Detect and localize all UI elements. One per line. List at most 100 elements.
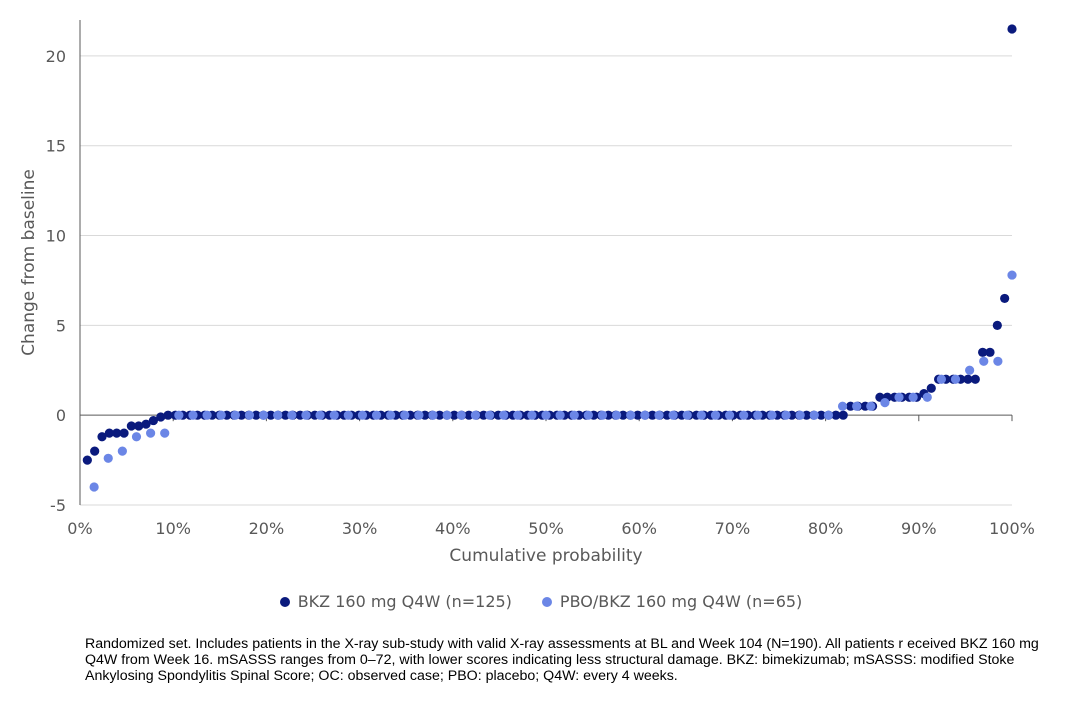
point-pbo <box>908 392 918 402</box>
point-bkz <box>985 347 995 357</box>
scatter-chart: -5 0 5 10 15 20 0% 10% 20% 30% 40% 50% 60% 70% 80% 90% 1… <box>19 20 1035 566</box>
point-pbo <box>89 482 99 492</box>
x-tick-label: 60% <box>621 519 657 538</box>
point-pbo <box>965 365 975 375</box>
point-bkz <box>816 410 826 420</box>
point-pbo <box>146 428 156 438</box>
point-pbo <box>993 356 1003 366</box>
point-pbo <box>400 410 410 420</box>
point-bkz <box>156 412 166 422</box>
point-pbo <box>484 410 495 420</box>
point-pbo <box>188 410 198 420</box>
point-pbo <box>230 410 240 420</box>
point-pbo <box>894 392 904 402</box>
point-pbo <box>852 401 862 411</box>
point-pbo <box>781 410 791 420</box>
point-bkz <box>801 410 812 420</box>
point-pbo <box>1007 270 1017 280</box>
x-tick-label: 50% <box>528 519 564 538</box>
tick-labels: -5 0 5 10 15 20 0% 10% 20% 30% 40% 50% 60% 70% 80% 90% 1… <box>46 47 1035 538</box>
point-pbo <box>583 410 593 420</box>
point-pbo <box>244 410 255 420</box>
point-bkz <box>126 421 136 431</box>
x-tick-label: 40% <box>435 519 471 538</box>
point-pbo <box>809 410 819 420</box>
point-pbo <box>456 410 466 420</box>
point-pbo <box>696 410 706 420</box>
point-pbo <box>301 410 311 420</box>
point-pbo <box>710 410 721 420</box>
point-bkz <box>978 347 988 357</box>
point-pbo <box>329 410 339 420</box>
point-pbo <box>837 401 848 411</box>
point-pbo <box>202 410 212 420</box>
point-pbo <box>343 410 353 420</box>
grid-lines <box>80 55 1012 506</box>
point-pbo <box>767 410 777 420</box>
point-pbo <box>287 410 297 420</box>
point-pbo <box>739 410 749 420</box>
point-pbo <box>795 410 805 420</box>
point-pbo <box>597 410 608 420</box>
y-tick-label: -5 <box>50 496 66 515</box>
point-pbo <box>979 356 989 366</box>
point-bkz <box>1007 24 1017 34</box>
point-pbo <box>950 374 961 384</box>
footnote: Randomized set. Includes patients in the… <box>85 636 1039 684</box>
point-pbo <box>499 410 509 420</box>
point-pbo <box>315 410 325 420</box>
point-pbo <box>513 410 523 420</box>
point-bkz <box>926 383 936 393</box>
point-pbo <box>160 428 170 438</box>
y-axis-label: Change from baseline <box>19 169 39 356</box>
legend: BKZ 160 mg Q4W (n=125) PBO/BKZ 160 mg Q4… <box>0 592 1082 611</box>
point-pbo <box>823 410 834 420</box>
point-bkz <box>647 410 658 420</box>
point-bkz <box>838 410 848 420</box>
y-tick-label: 20 <box>46 47 66 66</box>
point-bkz <box>618 410 628 420</box>
point-bkz <box>112 428 122 438</box>
point-pbo <box>357 410 368 420</box>
legend-item-bkz: BKZ 160 mg Q4W (n=125) <box>279 592 512 611</box>
point-pbo <box>216 410 226 420</box>
point-bkz <box>266 410 276 420</box>
point-bkz <box>280 410 291 420</box>
point-pbo <box>131 432 142 442</box>
x-tick-label: 90% <box>901 519 937 538</box>
point-pbo <box>258 410 269 420</box>
point-bkz <box>119 428 129 438</box>
point-pbo <box>880 398 890 408</box>
point-bkz <box>163 410 173 420</box>
point-pbo <box>541 410 551 420</box>
x-tick-label: 10% <box>155 519 191 538</box>
point-bkz <box>134 421 144 431</box>
point-bkz <box>141 419 151 429</box>
y-tick-label: 5 <box>56 316 66 335</box>
point-pbo <box>626 410 636 420</box>
point-bkz <box>1000 293 1010 304</box>
point-pbo <box>428 410 438 420</box>
point-bkz <box>90 446 100 456</box>
point-bkz <box>970 374 980 384</box>
point-bkz <box>104 428 114 438</box>
point-bkz <box>97 432 107 442</box>
legend-item-pbo: PBO/BKZ 160 mg Q4W (n=65) <box>541 592 802 611</box>
point-pbo <box>922 392 932 402</box>
legend-marker-bkz <box>279 596 290 607</box>
axes <box>79 20 1013 505</box>
point-bkz <box>251 410 261 420</box>
point-pbo <box>569 410 579 420</box>
point-bkz <box>148 415 158 426</box>
point-pbo <box>612 410 622 420</box>
point-pbo <box>103 453 113 463</box>
point-bkz <box>434 410 445 420</box>
point-pbo <box>117 446 127 456</box>
legend-label-bkz: BKZ 160 mg Q4W (n=125) <box>297 592 512 611</box>
y-tick-label: 10 <box>46 227 66 246</box>
y-tick-label: 15 <box>46 137 66 156</box>
x-tick-label: 20% <box>249 519 285 538</box>
point-bkz <box>992 320 1002 330</box>
point-pbo <box>371 410 382 420</box>
y-tick-label: 0 <box>56 406 66 425</box>
